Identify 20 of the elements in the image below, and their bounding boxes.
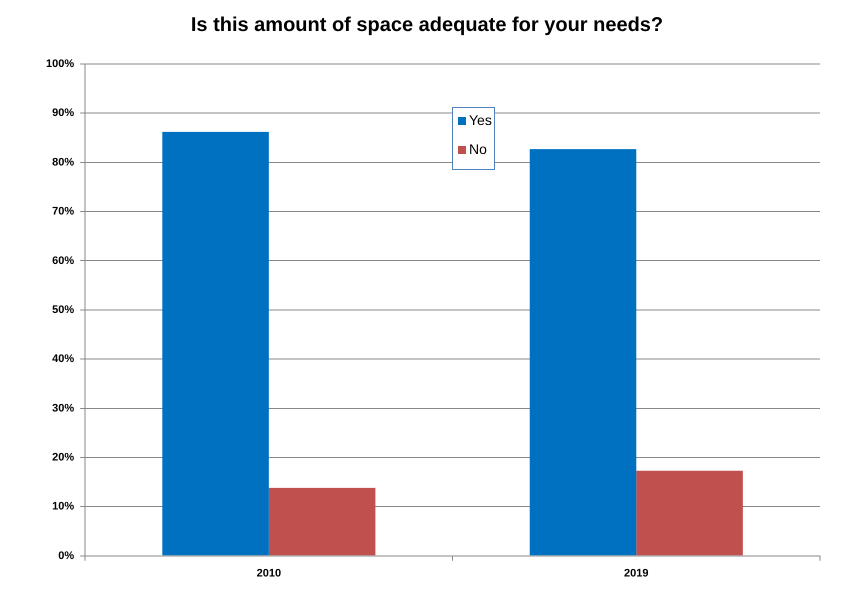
y-tick-label: 30% [52, 402, 74, 414]
bar [636, 470, 743, 556]
y-tick-label: 90% [52, 107, 74, 120]
chart-title: Is this amount of space adequate for your needs? [190, 14, 664, 37]
y-tick-label: 60% [52, 254, 74, 267]
bar [268, 488, 376, 556]
legend-label: Yes [469, 112, 492, 128]
bar [162, 132, 269, 556]
y-tick-label: 0% [58, 550, 74, 562]
y-tick-label: 40% [52, 353, 74, 366]
x-tick-label: 2010 [256, 567, 282, 580]
legend-label: No [469, 140, 488, 157]
bar [530, 149, 636, 556]
y-tick-label: 20% [52, 451, 74, 464]
x-tick-label: 2019 [624, 567, 649, 580]
y-tick-label: 50% [52, 304, 74, 316]
y-tick-label: 80% [52, 156, 74, 168]
y-tick-label: 70% [52, 206, 74, 218]
y-tick-label: 100% [46, 58, 74, 70]
y-tick-label: 10% [52, 500, 74, 513]
